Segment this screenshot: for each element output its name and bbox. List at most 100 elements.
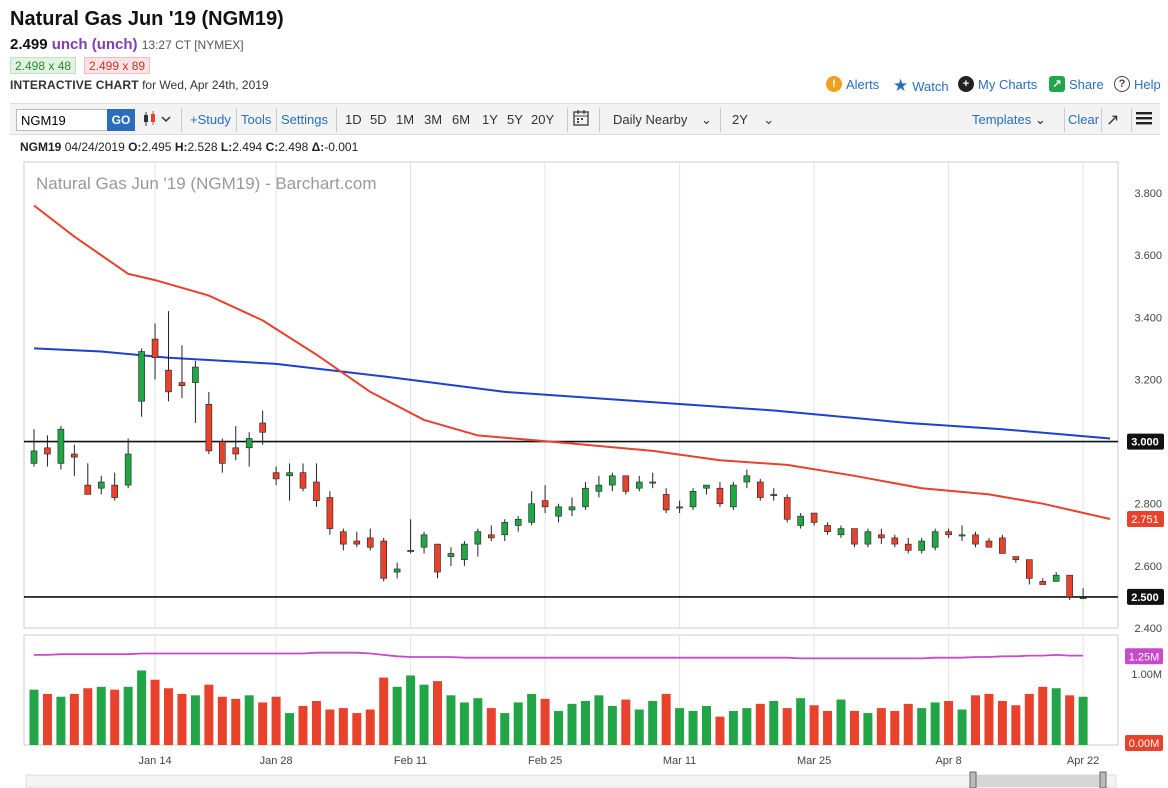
period-5y[interactable]: 5Y (507, 112, 523, 127)
candle-up (124, 453, 132, 486)
x-tick-label: Feb 11 (394, 755, 427, 767)
period-1d[interactable]: 1D (345, 112, 362, 127)
volume-bar (338, 708, 348, 745)
volume-bar (244, 695, 254, 745)
candle-down (541, 500, 549, 508)
candle-up (797, 515, 804, 526)
help-label: Help (1134, 76, 1161, 92)
y-tick-label: 2.600 (1134, 561, 1162, 573)
study-button[interactable]: +Study (190, 112, 231, 127)
volume-last-label-bg (1125, 735, 1163, 751)
candle-down (1026, 559, 1033, 579)
volume-bar (997, 701, 1007, 745)
ohlc-open-label: O: (128, 140, 142, 154)
symbol-input[interactable] (16, 109, 108, 131)
volume-bar (459, 702, 469, 745)
ohlc-low: 2.494 (232, 140, 263, 154)
go-button[interactable]: GO (107, 109, 135, 131)
volume-bar (1011, 705, 1021, 745)
candle-down (219, 441, 226, 464)
volume-bar (513, 702, 523, 745)
period-1y[interactable]: 1Y (482, 112, 498, 127)
y-tick-label: 3.200 (1134, 374, 1162, 386)
period-5d[interactable]: 5D (370, 112, 387, 127)
candle-down (1039, 581, 1047, 585)
ohlc-open: 2.495 (141, 140, 172, 154)
tools-button[interactable]: Tools (241, 112, 272, 127)
candle-down (810, 512, 818, 523)
candle-up (676, 506, 683, 509)
x-tick-label: Jan 28 (260, 755, 293, 767)
candle-down (313, 481, 320, 501)
candle-up (420, 534, 428, 548)
period-3m[interactable]: 3M (424, 112, 443, 127)
period-1m[interactable]: 1M (396, 112, 415, 127)
moving-average-red (33, 204, 1111, 520)
candle-down (945, 531, 952, 536)
candle-up (286, 472, 293, 477)
volume-bar (486, 708, 496, 745)
navigator-handle-left (969, 771, 977, 788)
volume-bar (1024, 693, 1034, 745)
candle-up (931, 531, 939, 548)
volume-bar (823, 710, 833, 745)
volume-bar (419, 684, 429, 745)
volume-bar (42, 693, 52, 745)
price-line: 2.499 unch (unch) 13:27 CT [NYMEX] (10, 36, 244, 53)
volume-bar (688, 710, 698, 745)
candle-up (918, 540, 926, 551)
calendar-icon[interactable] (573, 109, 589, 130)
candle-down (878, 534, 885, 539)
volume-bar (352, 713, 362, 745)
candle-down (1012, 556, 1020, 560)
ask-quote: 2.499 x 89 (84, 57, 151, 74)
volume-bar (177, 693, 187, 745)
menu-icon[interactable] (1136, 108, 1152, 131)
watch-label: Watch (912, 78, 949, 94)
share-link[interactable]: ↗ Share (1049, 76, 1104, 92)
ohlc-symbol: NGM19 (20, 140, 62, 154)
volume-bar (298, 705, 308, 745)
candle-up (407, 550, 414, 552)
candle-up (864, 531, 872, 545)
volume-bar (217, 696, 227, 745)
volume-bar (648, 701, 658, 745)
period-20y[interactable]: 20Y (531, 112, 555, 127)
templates-select[interactable]: Templates ⌄ (972, 112, 1046, 128)
templates-label: Templates (972, 112, 1032, 127)
volume-bar (540, 698, 550, 745)
candle-down (824, 525, 831, 532)
volume-last-label: 0.00M (1129, 738, 1160, 750)
toolbar-divider (720, 108, 721, 132)
share-icon: ↗ (1049, 76, 1065, 92)
price-chart[interactable]: Jan 14 Jan 28 Feb 11 Feb 25 Mar 11 Mar 25 Apr … (0, 150, 1168, 788)
volume-bar (150, 679, 160, 745)
candle-down (326, 497, 334, 529)
page-title: Natural Gas Jun '19 (NGM19) (10, 8, 284, 30)
help-link[interactable]: ? Help (1114, 76, 1161, 92)
candle-up (474, 531, 482, 545)
range-select[interactable]: 2Y ⌄ (732, 112, 774, 128)
volume-bar (271, 696, 281, 745)
candle-down (165, 369, 172, 393)
watch-link[interactable]: ★ Watch (893, 76, 949, 96)
volume-bar (96, 686, 106, 745)
expand-icon[interactable]: ↗ (1106, 112, 1120, 129)
volume-bar (849, 710, 859, 745)
price-change: unch (unch) (51, 36, 138, 53)
candle-up (582, 487, 589, 508)
ohlc-close-label: C: (265, 140, 279, 154)
nearby-select[interactable]: Daily Nearby ⌄ (613, 112, 712, 128)
settings-button[interactable]: Settings (281, 112, 328, 127)
candle-down (487, 534, 495, 539)
volume-bar (311, 701, 321, 745)
alerts-link[interactable]: ! Alerts (826, 76, 879, 92)
clear-button[interactable]: Clear (1068, 112, 1100, 127)
my-charts-link[interactable]: + My Charts (958, 76, 1037, 92)
candle-down (353, 540, 361, 545)
candle-up (703, 484, 710, 489)
candle-up (635, 481, 643, 489)
candle-down (1066, 574, 1073, 598)
period-6m[interactable]: 6M (452, 112, 471, 127)
chart-type-button[interactable] (142, 110, 172, 131)
